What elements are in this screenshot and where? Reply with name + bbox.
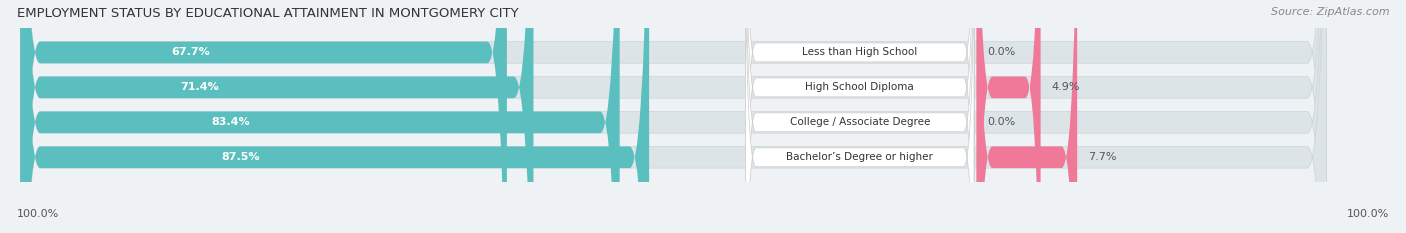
FancyBboxPatch shape [745, 0, 974, 233]
FancyBboxPatch shape [21, 0, 1327, 233]
Text: 71.4%: 71.4% [181, 82, 219, 92]
FancyBboxPatch shape [21, 0, 533, 233]
Text: 4.9%: 4.9% [1052, 82, 1080, 92]
Text: 67.7%: 67.7% [172, 48, 209, 57]
Text: Bachelor’s Degree or higher: Bachelor’s Degree or higher [786, 152, 934, 162]
Text: EMPLOYMENT STATUS BY EDUCATIONAL ATTAINMENT IN MONTGOMERY CITY: EMPLOYMENT STATUS BY EDUCATIONAL ATTAINM… [17, 7, 519, 20]
Text: 7.7%: 7.7% [1088, 152, 1116, 162]
Text: 0.0%: 0.0% [987, 48, 1015, 57]
Text: College / Associate Degree: College / Associate Degree [790, 117, 929, 127]
FancyBboxPatch shape [977, 0, 1040, 233]
FancyBboxPatch shape [21, 0, 620, 233]
FancyBboxPatch shape [21, 0, 650, 233]
Text: 100.0%: 100.0% [17, 209, 59, 219]
FancyBboxPatch shape [977, 0, 1077, 233]
Text: Source: ZipAtlas.com: Source: ZipAtlas.com [1271, 7, 1389, 17]
Text: Less than High School: Less than High School [801, 48, 917, 57]
FancyBboxPatch shape [745, 0, 974, 233]
FancyBboxPatch shape [745, 0, 974, 233]
FancyBboxPatch shape [21, 0, 508, 233]
FancyBboxPatch shape [21, 0, 1327, 233]
Text: High School Diploma: High School Diploma [806, 82, 914, 92]
Text: 100.0%: 100.0% [1347, 209, 1389, 219]
Text: 0.0%: 0.0% [987, 117, 1015, 127]
Text: 87.5%: 87.5% [221, 152, 260, 162]
Text: 83.4%: 83.4% [211, 117, 250, 127]
FancyBboxPatch shape [21, 0, 1327, 233]
FancyBboxPatch shape [745, 0, 974, 233]
FancyBboxPatch shape [21, 0, 1327, 233]
